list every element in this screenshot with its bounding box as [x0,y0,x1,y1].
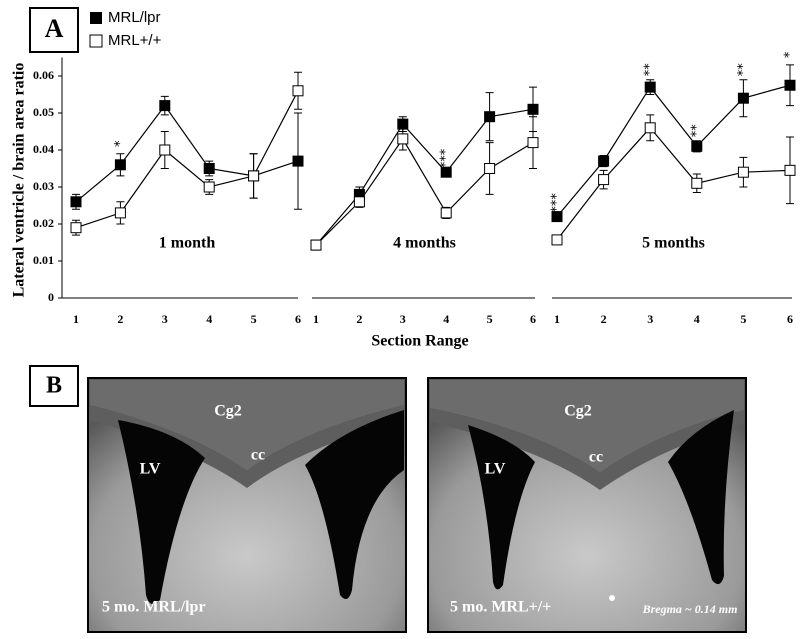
x-axis-label: Section Range [371,333,468,350]
significance-label: *** [550,193,565,213]
data-point [551,211,563,223]
data-point [440,166,452,178]
x-tick-label: 4 [443,312,449,326]
data-point [551,234,563,246]
x-tick-label: 5 [251,312,257,326]
series-line [75,90,299,229]
x-tick-label: 1 [73,312,79,326]
series-line [556,84,791,217]
y-tick-label: 0.04 [33,142,54,156]
image-caption: 5 mo. MRL+/+ [450,599,551,616]
data-point [310,239,322,251]
x-tick-label: 5 [487,312,493,326]
x-tick-label: 1 [554,312,560,326]
data-point [484,163,496,174]
panel-label: B [46,373,62,399]
chart-title: 4 months [393,235,456,252]
data-point [70,196,82,208]
legend-marker [89,34,103,48]
series-line [75,104,299,203]
significance-label: *** [439,148,454,168]
significance-label: * [783,51,798,58]
x-tick-label: 6 [295,312,301,326]
x-tick-label: 3 [162,312,168,326]
y-tick-label: 0 [48,290,54,304]
y-axis-label: Lateral ventricle / brain area ratio [11,63,28,298]
x-tick-label: 4 [694,312,700,326]
panel-label-box [29,365,79,407]
data-point [691,177,703,189]
panel-label: A [45,14,64,43]
x-tick-label: 2 [117,312,123,326]
region-label: LV [140,461,161,478]
y-tick-label: 0.03 [33,179,54,193]
region-label: Cg2 [564,403,592,420]
data-point [784,79,796,91]
significance-label: ** [736,63,751,77]
significance-label: ** [689,124,704,138]
data-point [598,174,610,186]
panel-label-box [29,7,79,53]
series-line [315,137,534,246]
data-point [737,166,749,178]
significance-label: ** [643,63,658,77]
data-point [737,92,749,104]
data-point [159,144,171,156]
y-tick-label: 0.01 [33,253,54,267]
data-point [440,207,452,219]
series-line [556,126,791,241]
data-point [598,155,610,167]
x-tick-label: 4 [206,312,212,326]
x-tick-label: 5 [740,312,746,326]
region-label: LV [485,461,506,478]
legend-label: MRL+/+ [108,32,162,49]
data-point [644,122,656,134]
image-caption: 5 mo. MRL/lpr [102,599,206,616]
region-label: Cg2 [214,403,242,420]
data-point [292,85,304,97]
data-point [292,155,304,167]
y-tick-label: 0.05 [33,105,54,119]
data-point [70,222,82,234]
x-tick-label: 6 [787,312,793,326]
y-tick-label: 0.06 [33,68,54,82]
series-line [315,108,534,246]
x-tick-label: 6 [530,312,536,326]
legend-label: MRL/lpr [108,9,161,26]
data-point [203,181,215,193]
chart-title: 1 month [159,235,216,252]
x-tick-label: 3 [647,312,653,326]
region-label: cc [589,449,603,466]
data-point [691,140,703,152]
data-point [484,111,496,123]
data-point [114,159,126,171]
chart-title: 5 months [642,235,705,252]
region-label: cc [251,447,265,464]
micrograph: Cg2 cc LV 5 mo. MRL+/+ Bregma ~ 0.14 mm [427,377,747,633]
x-tick-label: 2 [356,312,362,326]
data-point [114,207,126,219]
y-tick-label: 0.02 [33,216,54,230]
x-tick-label: 1 [313,312,319,326]
legend-marker [90,12,102,24]
x-tick-label: 3 [400,312,406,326]
micrograph: Cg2 cc LV 5 mo. MRL/lpr [87,377,407,633]
x-tick-label: 2 [601,312,607,326]
data-point [527,137,539,149]
data-point [784,164,796,176]
data-point [248,170,260,182]
data-point [397,133,409,145]
data-point [527,103,539,115]
significance-label: * [113,140,128,147]
data-point [159,100,171,112]
data-point [203,163,215,174]
data-point [353,196,365,208]
image-note: Bregma ~ 0.14 mm [642,602,738,616]
data-point [644,81,656,93]
